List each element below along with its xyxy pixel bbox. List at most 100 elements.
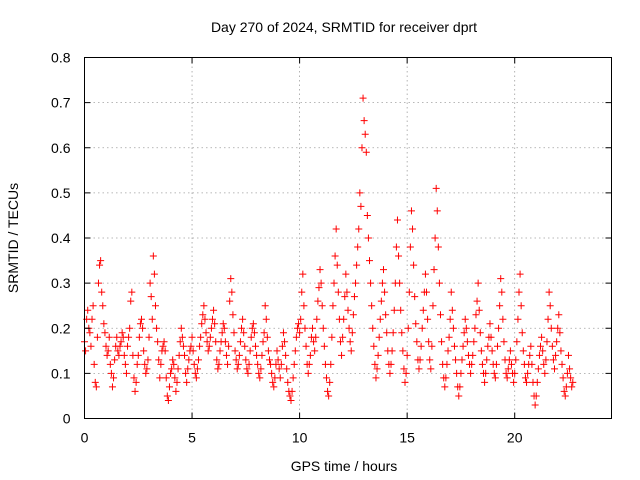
data-point	[400, 365, 408, 373]
data-point	[406, 243, 414, 251]
data-point	[301, 324, 309, 332]
data-point	[89, 302, 97, 310]
data-point	[549, 356, 557, 364]
data-point	[245, 360, 253, 368]
data-point	[138, 315, 146, 323]
data-point	[331, 252, 339, 260]
data-point	[552, 351, 560, 359]
data-point	[179, 342, 187, 350]
data-point	[383, 329, 391, 337]
data-point	[90, 360, 98, 368]
data-point	[159, 342, 167, 350]
data-point	[462, 324, 470, 332]
data-point	[540, 360, 548, 368]
data-point	[478, 360, 486, 368]
data-point	[497, 275, 505, 283]
y-tick-label: 0.7	[51, 95, 71, 111]
data-point	[366, 257, 374, 265]
data-point	[226, 297, 234, 305]
data-point	[170, 360, 178, 368]
data-point	[410, 261, 418, 269]
data-point	[381, 288, 389, 296]
data-point	[352, 279, 360, 287]
data-point	[197, 333, 205, 341]
data-point	[496, 302, 504, 310]
data-point	[258, 351, 266, 359]
data-point	[548, 342, 556, 350]
data-point	[116, 342, 124, 350]
data-point	[193, 365, 201, 373]
data-point	[240, 329, 248, 337]
data-point	[379, 266, 387, 274]
data-point	[247, 333, 255, 341]
data-point	[139, 324, 147, 332]
data-point	[113, 333, 121, 341]
data-point	[145, 333, 153, 341]
data-point	[268, 369, 276, 377]
data-point	[488, 347, 496, 355]
data-point	[526, 351, 534, 359]
data-point	[419, 306, 427, 314]
data-point	[155, 356, 163, 364]
data-point	[220, 324, 228, 332]
x-tick-label: 20	[507, 430, 523, 446]
data-point	[445, 333, 453, 341]
data-point	[433, 207, 441, 215]
x-axis-label: GPS time / hours	[291, 458, 398, 474]
data-point	[88, 315, 96, 323]
data-point	[483, 356, 491, 364]
data-point	[375, 333, 383, 341]
data-point	[498, 288, 506, 296]
data-point	[292, 333, 300, 341]
data-point	[125, 333, 133, 341]
data-point	[455, 392, 463, 400]
data-point	[332, 225, 340, 233]
data-point	[87, 342, 95, 350]
data-point	[144, 356, 152, 364]
data-point	[225, 342, 233, 350]
data-point	[473, 297, 481, 305]
data-point	[492, 360, 500, 368]
data-point	[133, 360, 141, 368]
data-point	[550, 365, 558, 373]
data-point	[151, 302, 159, 310]
data-point	[107, 369, 115, 377]
data-point	[432, 184, 440, 192]
data-point	[311, 347, 319, 355]
data-point	[527, 342, 535, 350]
data-point	[504, 365, 512, 373]
data-point	[367, 279, 375, 287]
data-point	[94, 279, 102, 287]
data-point	[176, 338, 184, 346]
data-point	[330, 279, 338, 287]
data-point	[447, 288, 455, 296]
data-point	[507, 360, 515, 368]
data-point	[564, 351, 572, 359]
data-point	[98, 288, 106, 296]
data-point	[372, 374, 380, 382]
data-point	[239, 315, 247, 323]
data-point	[309, 324, 317, 332]
data-point	[500, 338, 508, 346]
data-point	[458, 356, 466, 364]
data-point	[512, 356, 520, 364]
data-point	[274, 356, 282, 364]
data-point	[342, 270, 350, 278]
data-point	[130, 374, 138, 382]
data-point	[243, 365, 251, 373]
data-point	[207, 324, 215, 332]
data-point	[450, 342, 458, 350]
data-point	[443, 360, 451, 368]
data-point	[441, 383, 449, 391]
data-point	[363, 211, 371, 219]
y-tick-label: 0	[63, 411, 71, 427]
data-point	[312, 333, 320, 341]
data-point	[156, 374, 164, 382]
data-point	[126, 324, 134, 332]
data-point	[322, 374, 330, 382]
data-point	[343, 288, 351, 296]
data-point	[467, 369, 475, 377]
data-point	[214, 365, 222, 373]
data-point	[204, 347, 212, 355]
